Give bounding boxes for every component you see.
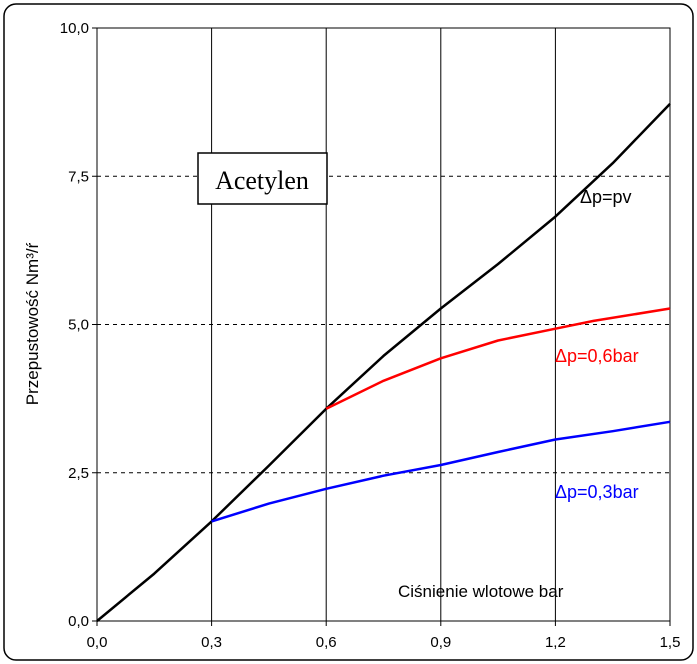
- plot-area: [96, 27, 671, 622]
- y-tick-label: 0,0: [68, 613, 89, 630]
- annotation-box: Acetylen: [197, 152, 328, 205]
- y-axis-ticks: 0,0 2,5 5,0 7,5 10,0: [60, 20, 97, 630]
- series-line-0-6bar: [325, 307, 671, 410]
- y-tick-label: 10,0: [60, 20, 89, 37]
- x-tick-label: 0,6: [316, 634, 337, 651]
- annotation-label: Acetylen: [215, 166, 309, 195]
- x-tick-label: 0,3: [201, 634, 222, 651]
- y-axis-label: Przepustowość Nm³/ŕ: [23, 242, 42, 405]
- series-line-0-3bar: [211, 420, 671, 523]
- series-line-pv: [96, 103, 671, 622]
- series-label-0-6bar: Δp=0,6bar: [555, 346, 639, 366]
- y-tick-label: 2,5: [68, 465, 89, 482]
- x-tick-label: 1,5: [660, 634, 681, 651]
- series-layer: [96, 103, 671, 622]
- x-axis-ticks: 0,0 0,3 0,6 0,9 1,2 1,5: [87, 621, 681, 651]
- x-axis-label: Ciśnienie wlotowe bar: [398, 582, 564, 601]
- x-tick-label: 0,0: [87, 634, 108, 651]
- y-tick-label: 7,5: [68, 168, 89, 185]
- x-tick-label: 0,9: [430, 634, 451, 651]
- y-tick-label: 5,0: [68, 317, 89, 334]
- series-label-0-3bar: Δp=0,3bar: [555, 482, 639, 502]
- series-label-pv: Δp=pv: [580, 187, 632, 207]
- series-labels: Δp=pv Δp=0,6bar Δp=0,3bar: [555, 187, 639, 502]
- x-tick-label: 1,2: [545, 634, 566, 651]
